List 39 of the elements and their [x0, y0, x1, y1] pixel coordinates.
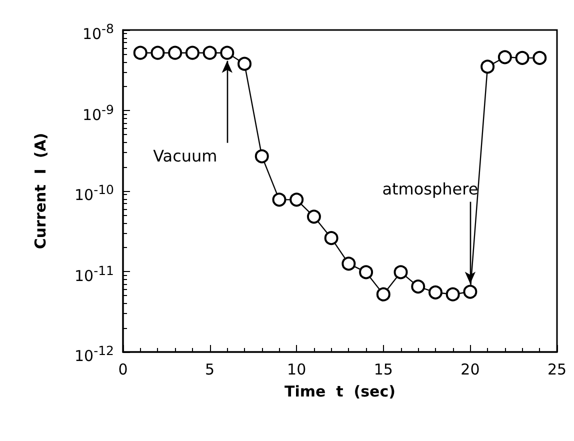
- point: [532, 50, 547, 65]
- point: [411, 280, 426, 294]
- point: [238, 56, 252, 71]
- x-tick-label: 25: [547, 360, 567, 378]
- point: [446, 287, 460, 302]
- point: [515, 50, 530, 65]
- point: [480, 60, 495, 74]
- point: [254, 149, 269, 164]
- point: [220, 46, 234, 60]
- point: [185, 46, 200, 60]
- x-tick-label: 0: [118, 360, 128, 378]
- annotation: Vacuum: [153, 146, 218, 166]
- x-tick-label: 5: [205, 360, 215, 378]
- point: [498, 50, 512, 64]
- y-tick-label: 10$^{-11}$: [74, 262, 114, 286]
- point: [376, 287, 390, 302]
- point: [463, 284, 478, 299]
- point: [168, 46, 182, 60]
- point: [306, 210, 321, 224]
- point: [359, 265, 374, 280]
- y-tick-label: 10$^{-9}$: [82, 100, 114, 124]
- x-tick-label: 10: [287, 360, 306, 378]
- y-tick-label: 10$^{-12}$: [74, 342, 114, 366]
- point: [150, 46, 165, 60]
- y-axis-title: Current I (A): [32, 132, 50, 250]
- point: [133, 46, 148, 60]
- point: [202, 46, 217, 60]
- point: [272, 192, 286, 207]
- point: [428, 285, 442, 300]
- x-tick-label: 15: [374, 360, 393, 378]
- point: [394, 265, 408, 280]
- x-tick-label: 20: [460, 360, 480, 378]
- y-tick-label: 10$^{-8}$: [82, 20, 114, 44]
- x-axis-title: Time t (sec): [284, 382, 396, 400]
- point: [342, 256, 356, 271]
- y-tick-label: 10$^{-10}$: [74, 181, 114, 205]
- point: [324, 231, 338, 246]
- point: [290, 192, 304, 207]
- annotation: atmosphere: [382, 179, 478, 198]
